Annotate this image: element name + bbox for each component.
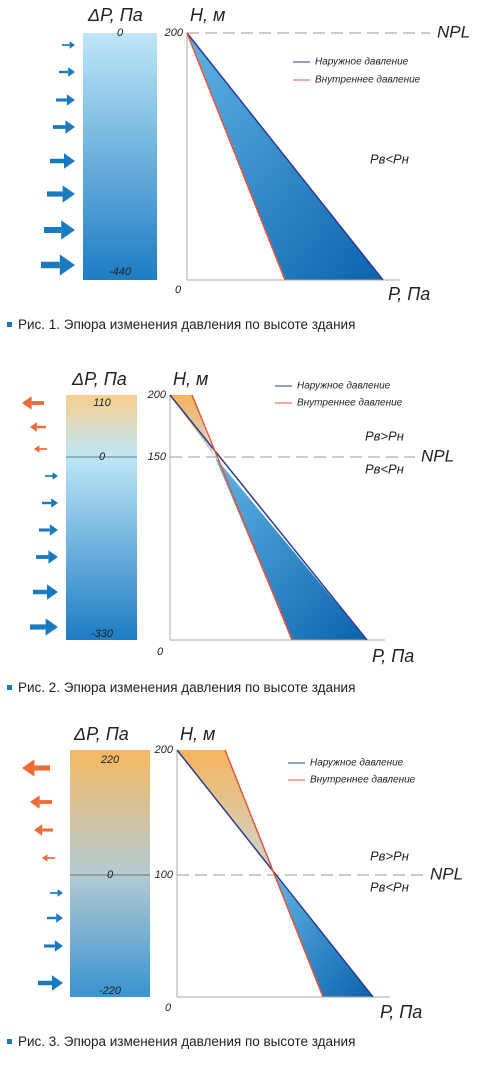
flow-arrow — [62, 41, 75, 49]
flow-arrow — [33, 584, 58, 600]
x-label: Р, Па — [372, 646, 414, 666]
flow-arrow — [42, 854, 55, 862]
legend-label: Внутреннее давление — [297, 398, 403, 409]
pressure-column — [66, 395, 137, 640]
dp-bottom: -220 — [99, 985, 122, 997]
flow-arrow — [39, 524, 58, 536]
origin: 0 — [157, 646, 164, 658]
relation: Рв<Рн — [370, 879, 409, 894]
dp-top: 0 — [117, 27, 124, 39]
inner-line — [191, 394, 293, 641]
legend-label: Внутреннее давление — [315, 75, 421, 86]
h-top: 200 — [147, 389, 167, 401]
npl: NPL — [421, 446, 454, 465]
flow-arrow — [41, 254, 75, 276]
dp-bottom: -330 — [91, 628, 114, 640]
relation: Рв<Рн — [365, 461, 404, 476]
legend-label: Внутреннее давление — [310, 775, 416, 786]
flow-arrow — [38, 975, 63, 991]
flow-arrow — [22, 396, 44, 410]
flow-arrow — [50, 889, 63, 897]
dp-top: 220 — [100, 754, 120, 766]
pressure-column — [83, 33, 157, 280]
pressure-area — [215, 457, 367, 640]
flow-arrow — [53, 120, 75, 134]
relation: Рв<Рн — [370, 151, 409, 166]
flow-arrow — [34, 445, 47, 453]
dp-mid: 0 — [99, 451, 106, 463]
pressure-area — [170, 395, 215, 457]
h-top: 200 — [164, 27, 184, 39]
flow-arrow — [36, 550, 58, 564]
relation: Рв>Рн — [365, 428, 404, 443]
h-mid: 100 — [155, 869, 174, 881]
flow-arrow — [30, 422, 46, 432]
legend-label: Наружное давление — [315, 57, 409, 68]
dp-label: ΔP, Па — [71, 369, 127, 389]
dp-mid: 0 — [107, 869, 114, 881]
pressure-column — [70, 750, 150, 997]
flow-arrow — [50, 153, 75, 169]
flow-arrow — [22, 759, 50, 777]
flow-arrow — [44, 940, 63, 952]
inner-line — [186, 32, 286, 281]
flow-arrow — [45, 472, 58, 480]
dp-label: ΔP, Па — [73, 724, 129, 744]
dp-label: ΔP, Па — [87, 5, 143, 25]
h-label: Н, м — [173, 369, 208, 389]
dp-top: 110 — [93, 397, 111, 409]
outer-line — [176, 749, 374, 998]
origin: 0 — [175, 284, 182, 296]
flow-arrow — [44, 220, 75, 240]
outer-line — [186, 32, 384, 281]
flow-arrow — [59, 67, 75, 77]
flow-arrow — [30, 795, 52, 809]
flow-arrow — [30, 618, 58, 636]
flow-arrow — [34, 824, 53, 836]
dp-bottom: -440 — [109, 266, 132, 278]
npl: NPL — [437, 22, 470, 41]
h-label: Н, м — [190, 5, 225, 25]
origin: 0 — [165, 1002, 172, 1014]
flow-arrow — [56, 94, 75, 106]
h-top: 200 — [154, 744, 174, 756]
inner-line — [224, 749, 324, 998]
h-label: Н, м — [180, 724, 215, 744]
caption: Рис. 1. Эпюра изменения давления по высо… — [6, 315, 355, 335]
x-label: Р, Па — [380, 1002, 422, 1022]
x-label: Р, Па — [388, 284, 430, 304]
flow-arrow — [47, 913, 63, 923]
flow-arrow — [47, 185, 75, 203]
legend-label: Наружное давление — [297, 381, 391, 392]
h-mid: 150 — [148, 451, 167, 463]
legend-label: Наружное давление — [310, 758, 404, 769]
caption: Рис. 3. Эпюра изменения давления по высо… — [7, 1032, 363, 1052]
outer-line — [169, 394, 368, 641]
flow-arrow — [42, 498, 58, 508]
npl: NPL — [430, 864, 463, 883]
caption: Рис. 2. Эпюра изменения давления по высо… — [6, 678, 355, 698]
relation: Рв>Рн — [370, 848, 409, 863]
